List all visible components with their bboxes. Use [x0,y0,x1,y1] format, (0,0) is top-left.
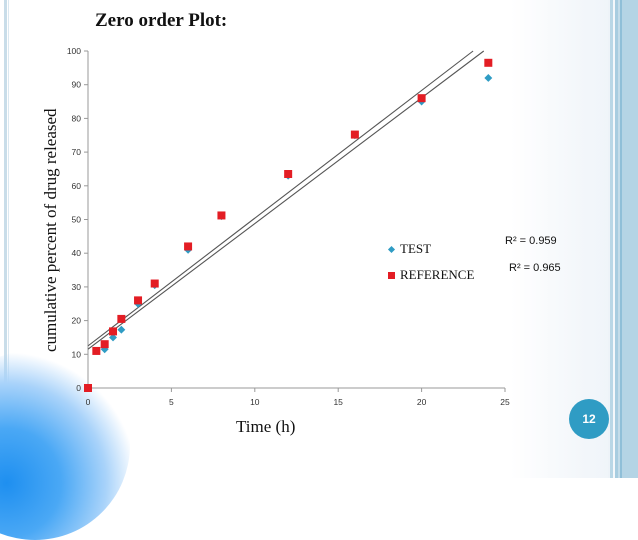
legend-label-test: TEST [400,241,432,256]
reference-data-point [217,211,226,220]
reference-data-point [350,130,359,139]
legend-item-test: TEST [385,236,474,262]
left-decorative-rule [4,0,7,478]
left-decorative-rule-thin [8,0,9,478]
reference-data-point [417,94,426,103]
x-tick-label: 10 [250,397,260,407]
reference-data-point [100,340,109,349]
y-tick-label: 70 [72,147,82,157]
reference-data-point [484,58,493,67]
r-squared-test: R² = 0.959 [505,235,557,247]
x-tick-label: 5 [169,397,174,407]
x-tick-label: 15 [333,397,343,407]
legend-item-reference: REFERENCE [385,262,474,288]
x-tick-label: 0 [86,397,91,407]
y-tick-label: 50 [72,215,82,225]
reference-data-point [109,327,118,336]
reference-data-point [284,170,293,179]
x-tick-label: 20 [417,397,427,407]
reference-data-point [184,242,193,251]
legend-label-reference: REFERENCE [400,267,475,282]
slide-title: Zero order Plot: [95,10,228,31]
chart-legend: TEST REFERENCE [385,236,474,288]
y-tick-label: 20 [72,316,82,326]
reference-data-point [150,279,159,288]
y-tick-label: 90 [72,80,82,90]
r-squared-reference: R² = 0.965 [509,262,561,274]
y-axis-label: cumulative percent of drug released [41,108,60,352]
reference-data-point [84,384,92,392]
reference-data-point [117,314,126,323]
scatter-plot: 0 10 20 30 40 50 60 70 80 90 100 0 5 10 15 20 25 [67,46,510,407]
test-data-point [117,325,126,334]
y-tick-label: 10 [72,349,82,359]
reference-data-point [134,296,143,305]
right-decorative-stripes [608,0,638,478]
y-tick-label: 0 [76,383,81,393]
reference-data-point [92,346,101,355]
square-marker-icon [387,271,395,279]
test-data-point [484,74,493,82]
diamond-marker-icon [387,245,395,253]
y-tick-label: 100 [67,46,81,56]
trendline-reference [87,50,474,347]
y-axis-label-wrap: cumulative percent of drug released [39,90,61,360]
x-tick-label: 25 [500,397,510,407]
x-axis-label: Time (h) [236,417,296,436]
y-tick-label: 40 [72,248,82,258]
y-tick-label: 80 [72,113,82,123]
page-number-badge: 12 [569,399,609,439]
y-tick-label: 30 [72,282,82,292]
y-tick-label: 60 [72,181,82,191]
